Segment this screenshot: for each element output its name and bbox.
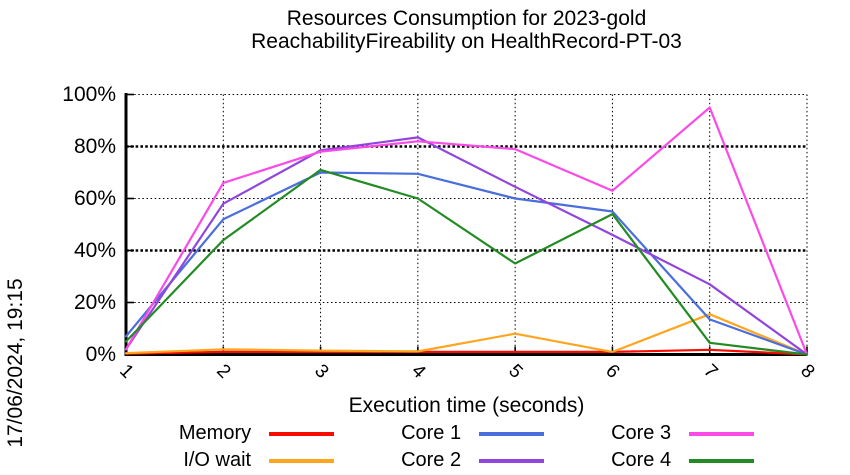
x-tick-label-7: 7 (698, 360, 722, 383)
chart-title: Resources Consumption for 2023-gold Reac… (126, 7, 807, 53)
x-axis-title: Execution time (seconds) (348, 394, 585, 417)
legend-label-core2: Core 2 (401, 449, 462, 471)
series-line-core-3 (124, 106, 809, 356)
legend-label-iowait: I/O wait (183, 449, 252, 471)
legend-swatch-core4-line (689, 458, 755, 463)
legend-label-memory: Memory (178, 422, 252, 444)
y-tick-label-0: 0% (85, 342, 116, 366)
chart-title-line1: Resources Consumption for 2023-gold (286, 7, 647, 30)
x-tick-label-5: 5 (504, 360, 527, 383)
legend-label-core1: Core 1 (401, 422, 462, 444)
legend-label-core3: Core 3 (611, 422, 672, 444)
x-tick-label-2: 2 (212, 360, 235, 383)
y-tick-label-60: 60% (73, 186, 116, 210)
x-tick-label-8: 8 (796, 360, 819, 383)
x-tick-label-6: 6 (601, 360, 624, 383)
legend-swatch-core2-line (479, 458, 545, 463)
legend-swatch-iowait-line (269, 458, 335, 463)
chart-title-line2: ReachabilityFireability on HealthRecord-… (251, 30, 682, 53)
y-tick-label-80: 80% (73, 134, 116, 158)
series-line-core-2 (124, 136, 809, 356)
legend-swatch-core3-line (689, 431, 755, 436)
legend-swatch-memory-line (269, 431, 335, 436)
legend-item-core3: Core 3 (599, 420, 755, 447)
legend-item-core1: Core 1 (389, 420, 545, 447)
y-tick-label-20: 20% (73, 290, 116, 314)
legend-item-memory: Memory (178, 420, 335, 447)
legend-item-core4: Core 4 (599, 447, 755, 474)
y-tick-label-40: 40% (73, 238, 116, 262)
x-tick-label-4: 4 (407, 360, 430, 383)
series-line-memory (124, 348, 809, 356)
y-tick-label-100: 100% (62, 82, 116, 106)
legend-swatch-core1-line (479, 431, 545, 436)
x-tick-label-3: 3 (309, 360, 333, 383)
legend-label-core4: Core 4 (611, 449, 672, 471)
plot-svg (124, 93, 809, 356)
legend: Memory Core 1 Core 3 I/O wait Core 2 Cor… (126, 420, 807, 474)
series-line-core-4 (124, 168, 809, 356)
series-line-core-1 (124, 171, 809, 356)
timestamp-label: 17/06/2024, 19:15 (4, 278, 27, 448)
legend-item-iowait: I/O wait (179, 447, 335, 474)
series-line-i-o-wait (124, 313, 809, 356)
legend-item-core2: Core 2 (389, 447, 545, 474)
